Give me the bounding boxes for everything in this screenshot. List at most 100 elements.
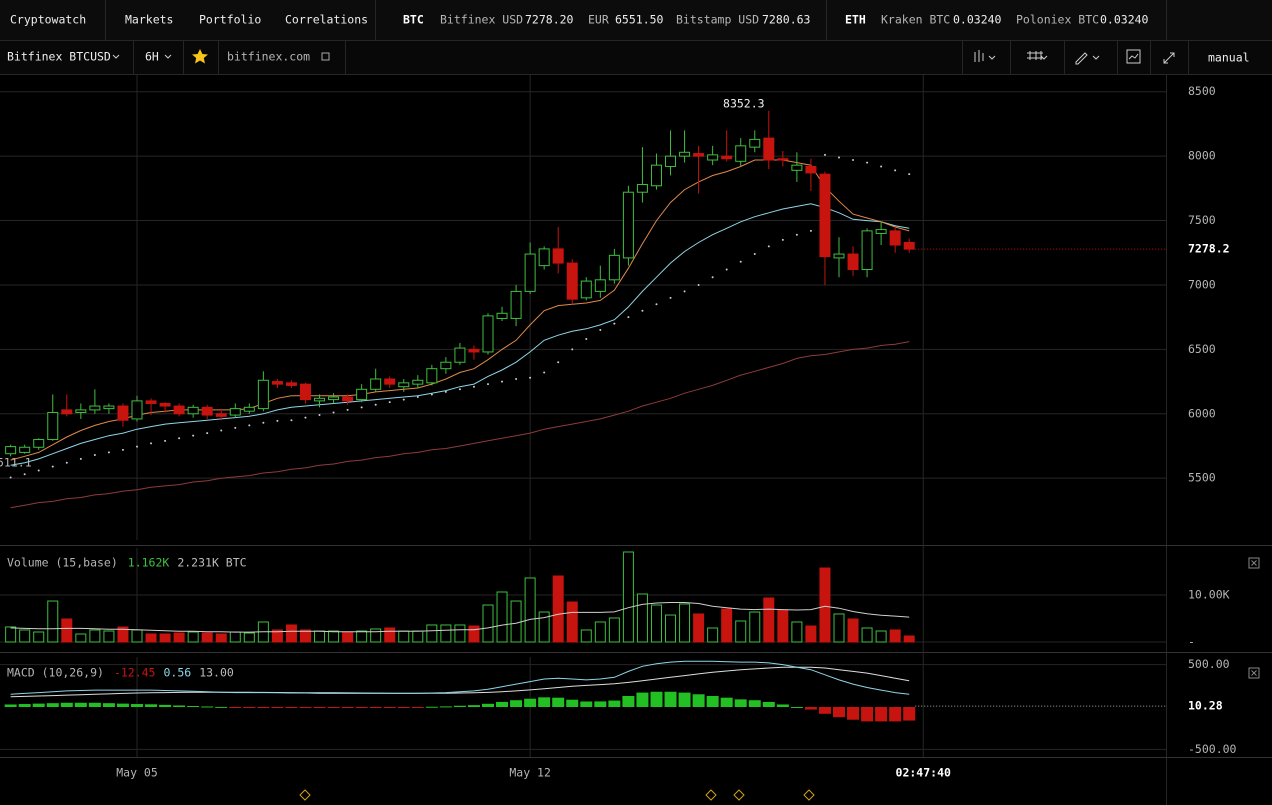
exchange-link[interactable]: bitfinex.com <box>227 50 310 64</box>
volume-bar <box>75 633 87 643</box>
histogram-bar <box>4 704 17 707</box>
sar-dot <box>346 408 349 411</box>
close-panel-button[interactable] <box>1248 667 1260 679</box>
candle-body <box>103 405 115 410</box>
candle-body <box>833 253 845 259</box>
nav-link[interactable]: Portfolio <box>199 13 261 27</box>
sar-dot <box>641 309 644 312</box>
candle-body <box>566 262 578 300</box>
sar-dot <box>107 451 110 454</box>
nav-link[interactable]: Markets <box>125 13 173 27</box>
sar-dot <box>487 383 489 386</box>
quote-label[interactable]: Poloniex BTC <box>1016 13 1099 27</box>
candle-body <box>889 230 901 246</box>
volume-bar <box>594 621 606 643</box>
y-tick-label: 7500 <box>1188 213 1216 227</box>
histogram-bar <box>650 691 663 707</box>
sar-dot <box>9 476 12 479</box>
histogram-bar <box>173 705 186 707</box>
ticker-asset[interactable]: BTC <box>403 13 424 27</box>
mode-button[interactable]: manual <box>1208 51 1250 65</box>
volume-bar <box>5 626 17 643</box>
sar-dot <box>725 268 728 271</box>
histogram-bar <box>18 704 31 707</box>
candle-body <box>229 408 241 416</box>
sar-dot <box>894 169 897 172</box>
screenshot-button[interactable] <box>1126 49 1141 64</box>
market-select[interactable]: Bitfinex BTCUSD <box>7 50 111 64</box>
histogram-bar <box>285 707 298 708</box>
candle-body <box>608 254 620 281</box>
histogram-bar <box>116 703 129 707</box>
panel-title: MACD (10,26,9) <box>7 666 104 680</box>
histogram-bar <box>46 703 59 707</box>
histogram-bar <box>383 707 396 708</box>
histogram-bar <box>720 697 733 707</box>
fullscreen-button[interactable] <box>1163 52 1175 64</box>
volume-bar <box>805 625 817 643</box>
candle-body <box>328 396 340 401</box>
candle-body <box>594 279 606 292</box>
chart-type-button[interactable] <box>974 50 996 62</box>
quote-label[interactable]: Kraken BTC <box>881 13 950 27</box>
sar-dot <box>823 153 826 156</box>
panel-stat: -12.45 <box>114 666 156 680</box>
indicators-button[interactable] <box>1027 51 1048 60</box>
candle-body <box>384 378 396 385</box>
volume-bar <box>243 632 255 643</box>
sar-dot <box>543 371 546 374</box>
histogram-bar <box>833 707 845 718</box>
candle-body <box>89 405 101 411</box>
sar-dot <box>388 401 391 404</box>
time-label: 02:47:40 <box>896 766 951 780</box>
candle-body <box>496 312 508 319</box>
sar-dot <box>402 398 405 401</box>
brand[interactable]: Cryptowatch <box>10 13 86 27</box>
volume-bar <box>636 593 648 643</box>
panel-stat: 1.162K <box>128 556 170 570</box>
candle-body <box>370 378 382 390</box>
histogram-bar <box>538 697 551 707</box>
candle-body <box>159 402 171 407</box>
close-panel-button[interactable] <box>1248 557 1260 569</box>
histogram-bar <box>102 703 115 707</box>
nav-link[interactable]: Correlations <box>285 13 368 27</box>
quote-label[interactable]: EUR <box>588 13 609 27</box>
sar-dot <box>753 253 756 256</box>
candle-body <box>777 158 789 161</box>
volume-bar <box>791 621 803 643</box>
histogram-bar <box>875 707 888 722</box>
ticker-asset[interactable]: ETH <box>845 13 866 27</box>
sar-dot <box>880 165 883 168</box>
sar-dot <box>178 437 181 440</box>
quote-label[interactable]: Bitfinex USD <box>440 13 523 27</box>
histogram-bar <box>608 700 621 707</box>
volume-bar <box>524 577 536 643</box>
favorite-star[interactable] <box>192 49 208 64</box>
histogram-bar <box>510 700 523 707</box>
volume-bar <box>763 597 775 643</box>
sar-dot <box>79 457 82 460</box>
sar-dot <box>711 276 714 279</box>
histogram-bar <box>327 707 340 708</box>
volume-bar <box>398 630 410 643</box>
volume-bar <box>103 630 115 643</box>
candle-body <box>356 388 368 401</box>
quote-price[interactable]: 7278.20 <box>525 13 574 27</box>
chevron <box>164 54 172 59</box>
draw-button[interactable] <box>1075 52 1100 65</box>
sar-dot <box>683 290 686 293</box>
quote-price[interactable]: 0.03240 <box>1100 13 1149 27</box>
quote-price[interactable]: 6551.50 <box>615 13 664 27</box>
interval-select[interactable]: 6H <box>145 50 159 64</box>
quote-price[interactable]: 7280.63 <box>762 13 811 27</box>
quote-label[interactable]: Bitstamp USD <box>676 13 759 27</box>
y-tick-label: 10.00K <box>1188 588 1230 602</box>
volume-bar <box>187 631 199 643</box>
volume-bar <box>271 629 283 643</box>
quote-price[interactable]: 0.03240 <box>953 13 1002 27</box>
candle-body <box>735 145 747 162</box>
candle-body <box>721 155 733 160</box>
histogram-bar <box>355 707 368 708</box>
histogram-bar <box>131 704 143 707</box>
